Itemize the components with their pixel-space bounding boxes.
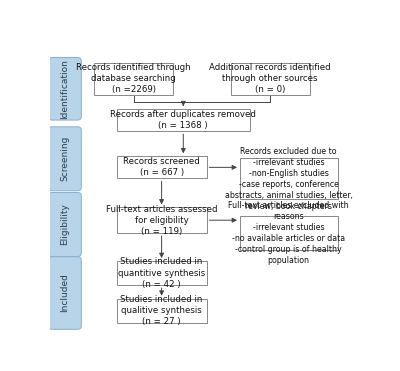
Text: Eligibility: Eligibility [60,204,69,246]
FancyBboxPatch shape [117,109,250,131]
Text: Included: Included [60,274,69,312]
FancyBboxPatch shape [117,299,206,323]
Text: Records excluded due to
-irrelevant studies
-non-English studies
-case reports, : Records excluded due to -irrelevant stud… [225,147,353,211]
FancyBboxPatch shape [117,156,206,178]
Text: Additional records identified
through other sources
(n = 0): Additional records identified through ot… [209,63,331,94]
Text: Screening: Screening [60,136,69,181]
Text: Identification: Identification [60,59,69,119]
FancyBboxPatch shape [48,58,81,120]
FancyBboxPatch shape [230,63,310,95]
FancyBboxPatch shape [48,257,81,329]
Text: Records after duplicates removed
(n = 1368 ): Records after duplicates removed (n = 13… [110,110,256,130]
Text: Studies included in
quantitive synthesis
(n = 42 ): Studies included in quantitive synthesis… [118,257,205,289]
FancyBboxPatch shape [117,207,206,233]
Text: Records identified through
database searching
(n =2269): Records identified through database sear… [76,63,191,94]
FancyBboxPatch shape [48,193,81,256]
FancyBboxPatch shape [117,261,206,285]
Text: Records screened
(n = 667 ): Records screened (n = 667 ) [123,157,200,177]
FancyBboxPatch shape [94,63,173,95]
FancyBboxPatch shape [48,127,81,191]
FancyBboxPatch shape [240,158,338,200]
Text: Full-text articles assessed
for eligibility
(n = 119): Full-text articles assessed for eligibil… [106,205,217,236]
FancyBboxPatch shape [240,216,338,250]
Text: Full-text articles excluded with
reasons
-irrelevant studies
-no available artic: Full-text articles excluded with reasons… [228,201,349,265]
Text: Studies included in
qualitive synthesis
(n = 27 ): Studies included in qualitive synthesis … [120,295,203,326]
